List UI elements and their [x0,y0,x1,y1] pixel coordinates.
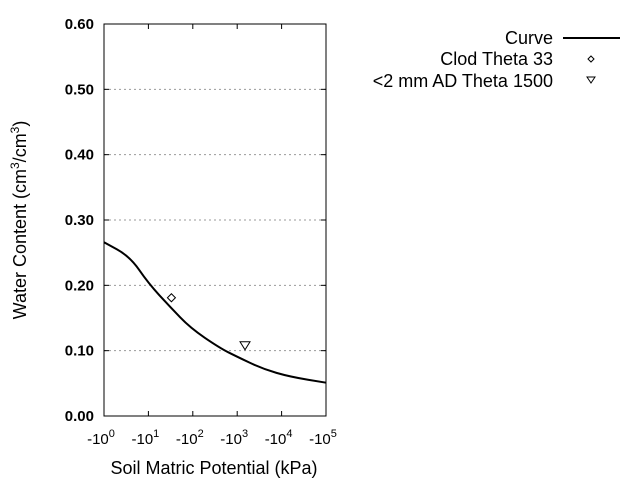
y-tick-label: 0.20 [65,277,94,294]
x-tick-label: -105 [309,428,337,448]
legend-label-clod: Clod Theta 33 [440,49,553,69]
legend-label-ad: <2 mm AD Theta 1500 [373,71,553,91]
x-tick-label: -101 [131,428,159,448]
legend: Curve Clod Theta 33 <2 mm AD Theta 1500 [373,28,620,91]
x-tick-label: -100 [87,428,115,448]
y-axis-label: Water Content (cm3/cm3) [8,121,30,320]
x-tick-label: -104 [265,428,293,448]
data-point-triangle [239,341,251,351]
curve-line [103,241,327,384]
points-layer [166,293,251,351]
y-tick-label: 0.30 [65,212,94,229]
y-axis: 0.00 0.10 0.20 0.30 0.40 0.50 0.60 [65,16,326,425]
y-tick-label: 0.10 [65,343,94,360]
y-tick-label: 0.60 [65,16,94,33]
y-tick-label: 0.40 [65,147,94,164]
legend-triangle-icon [586,76,596,84]
y-tick-label: 0.50 [65,81,94,98]
data-point-diamond [166,293,177,303]
y-tick-label: 0.00 [65,408,94,425]
x-axis: -100 -101 -102 -103 -104 -105 [87,24,337,448]
curve-layer [103,241,327,384]
x-tick-label: -103 [220,428,248,448]
x-tick-label: -102 [176,428,204,448]
legend-diamond-icon [587,55,595,63]
x-axis-label: Soil Matric Potential (kPa) [110,458,317,478]
legend-label-curve: Curve [505,28,553,48]
grid [104,88,326,352]
